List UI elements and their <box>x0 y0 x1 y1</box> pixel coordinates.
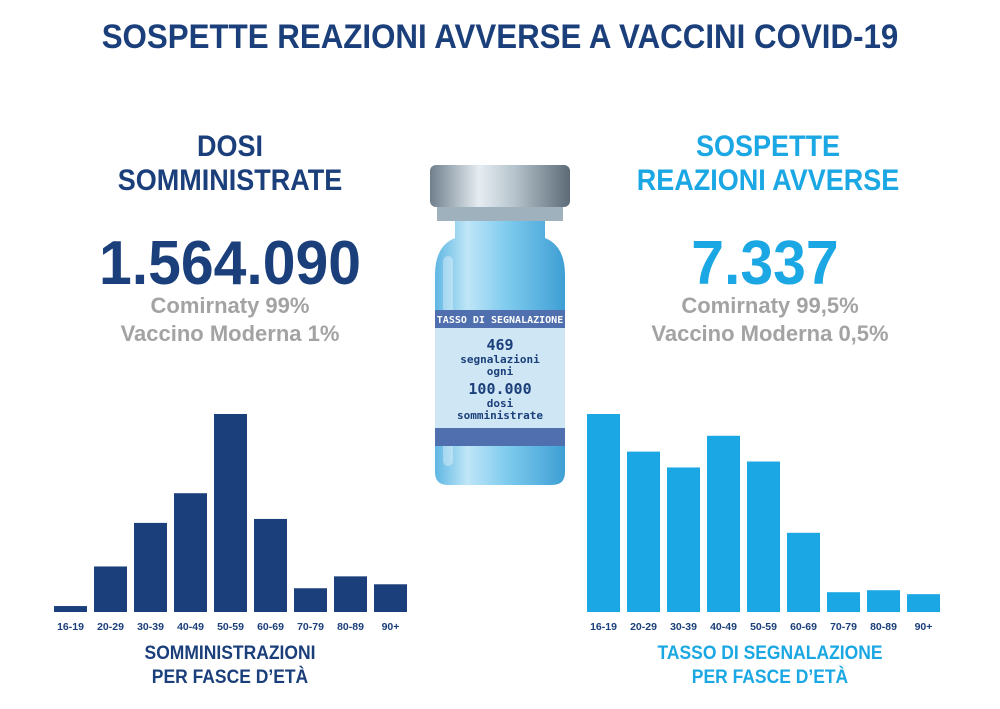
rate-tick-40-49: 40-49 <box>710 621 737 633</box>
rate-tick-16-19: 16-19 <box>590 621 617 633</box>
rate-chart-caption-line2: PER FASCE D’ETÀ <box>691 667 849 688</box>
doses-bar-80-89 <box>334 576 367 612</box>
vial-collar <box>437 207 563 221</box>
reactions-heading: SOSPETTE REAZIONI AVVERSE <box>624 130 912 198</box>
rate-bar-50-59 <box>747 461 780 612</box>
doses-by-age-chart: 16-19 20-29 30-39 40-49 50-59 60-69 70-79 80-89… <box>54 414 407 633</box>
doses-tick-50-59: 50-59 <box>217 621 244 633</box>
rate-chart-caption-line1: TASSO DI SEGNALAZIONE <box>657 643 883 664</box>
reactions-heading-line1: SOSPETTE <box>695 130 841 163</box>
rate-bar-70-79 <box>827 592 860 612</box>
doses-tick-80-89: 80-89 <box>337 621 364 633</box>
doses-bar-90+ <box>374 584 407 612</box>
rate-tick-30-39: 30-39 <box>670 621 697 633</box>
doses-tick-60-69: 60-69 <box>257 621 284 633</box>
page-title: SOSPETTE REAZIONI AVVERSE A VACCINI COVI… <box>101 18 899 56</box>
rate-tick-70-79: 70-79 <box>830 621 857 633</box>
rate-tick-20-29: 20-29 <box>630 621 657 633</box>
doses-tick-30-39: 30-39 <box>137 621 164 633</box>
vial-label-header: TASSO DI SEGNALAZIONE <box>437 315 563 326</box>
vaccine-vial-icon: TASSO DI SEGNALAZIONE 469 segnalazioni o… <box>430 165 570 485</box>
reactions-moderna: Vaccino Moderna 0,5% <box>651 321 889 346</box>
doses-bar-30-39 <box>134 522 167 612</box>
doses-tick-16-19: 16-19 <box>57 621 84 633</box>
rate-tick-80-89: 80-89 <box>870 621 897 633</box>
doses-tick-90+: 90+ <box>382 621 400 633</box>
vial-label <box>435 310 565 445</box>
rate-bar-40-49 <box>707 435 740 612</box>
doses-bar-20-29 <box>94 566 127 612</box>
reactions-total: 7.337 <box>691 229 839 298</box>
doses-bar-70-79 <box>294 588 327 612</box>
vial-line6: somministrate <box>457 409 543 422</box>
vial-cap <box>430 165 570 207</box>
vial-label-footer <box>435 428 565 446</box>
vial-label-header-bg <box>435 310 565 328</box>
rate-bar-80-89 <box>867 590 900 612</box>
vial-line5: dosi <box>487 397 514 410</box>
reporting-rate-by-age-chart: 16-19 20-29 30-39 40-49 50-59 60-69 70-79 80-89… <box>587 414 940 633</box>
doses-tick-70-79: 70-79 <box>297 621 324 633</box>
doses-chart-caption: SOMMINISTRAZIONI PER FASCE D’ETÀ <box>92 642 368 690</box>
rate-tick-50-59: 50-59 <box>750 621 777 633</box>
rate-tick-90+: 90+ <box>915 621 933 633</box>
doses-heading-line1: DOSI <box>196 130 264 163</box>
reactions-comirnaty: Comirnaty 99,5% <box>681 293 859 318</box>
doses-moderna: Vaccino Moderna 1% <box>120 321 340 346</box>
vial-doses: 100.000 <box>468 380 531 398</box>
doses-chart-caption-line1: SOMMINISTRAZIONI <box>144 643 316 664</box>
rate-bar-60-69 <box>787 532 820 612</box>
doses-bar-60-69 <box>254 518 287 612</box>
vial-line2: segnalazioni <box>460 353 540 366</box>
doses-bar-16-19 <box>54 606 87 612</box>
doses-heading-line2: SOMMINISTRATE <box>117 164 343 197</box>
doses-bar-40-49 <box>174 493 207 612</box>
doses-tick-40-49: 40-49 <box>177 621 204 633</box>
doses-bar-50-59 <box>214 414 247 612</box>
rate-bar-20-29 <box>627 451 660 612</box>
doses-breakdown: Comirnaty 99% Vaccino Moderna 1% <box>60 292 400 348</box>
rate-chart-caption: TASSO DI SEGNALAZIONE PER FASCE D’ETÀ <box>614 642 927 690</box>
rate-bar-30-39 <box>667 467 700 612</box>
reactions-breakdown: Comirnaty 99,5% Vaccino Moderna 0,5% <box>590 292 950 348</box>
doses-chart-caption-line2: PER FASCE D’ETÀ <box>151 667 309 688</box>
vial-rate: 469 <box>486 336 513 354</box>
reactions-heading-line2: REAZIONI AVVERSE <box>636 164 900 197</box>
doses-tick-20-29: 20-29 <box>97 621 124 633</box>
doses-comirnaty: Comirnaty 99% <box>150 293 310 318</box>
rate-bar-16-19 <box>587 414 620 612</box>
rate-tick-60-69: 60-69 <box>790 621 817 633</box>
vial-line3: ogni <box>487 365 514 378</box>
rate-bar-90+ <box>907 594 940 612</box>
doses-heading: DOSI SOMMINISTRATE <box>95 130 365 198</box>
doses-total: 1.564.090 <box>98 229 362 298</box>
